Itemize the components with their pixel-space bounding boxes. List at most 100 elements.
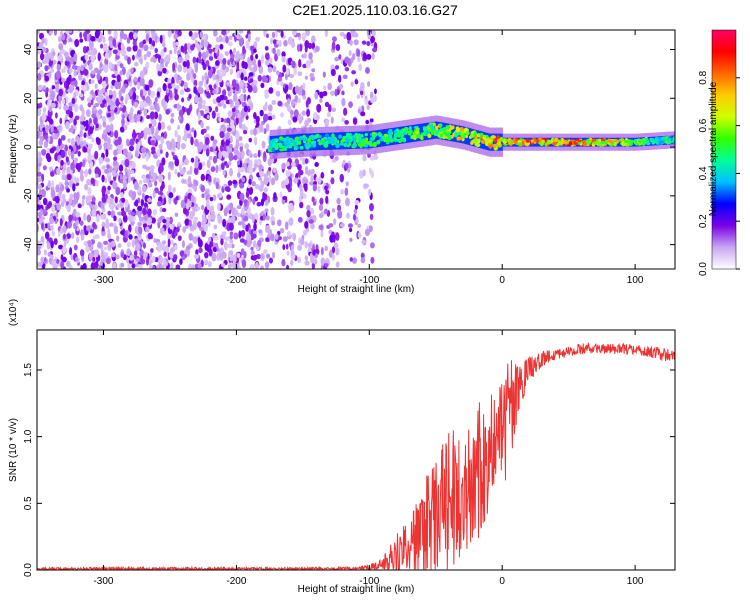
- spectrogram-noise-mark: [320, 264, 324, 269]
- spectrogram-noise-mark: [347, 223, 353, 228]
- spectrogram-noise-mark: [55, 262, 59, 268]
- spectrogram-noise-mark: [224, 241, 228, 249]
- spectrogram-noise-mark: [263, 176, 269, 186]
- spectrogram-noise-mark: [281, 55, 286, 63]
- spectrogram-noise-mark: [204, 242, 209, 251]
- spectrogram-noise-mark: [125, 138, 130, 147]
- spectrogram-signal-mark: [562, 139, 567, 144]
- spectrogram-signal-mark: [364, 132, 368, 137]
- spectrogram-noise-mark: [140, 132, 144, 138]
- spectrogram-noise-mark: [263, 249, 268, 255]
- spectrogram-noise-mark: [155, 135, 162, 141]
- spectrogram-signal-mark: [524, 141, 530, 147]
- spectrogram-noise-mark: [264, 52, 270, 60]
- spectrogram-noise-mark: [37, 183, 42, 191]
- spectrogram-noise-mark: [184, 53, 190, 60]
- spectrogram-noise-mark: [314, 91, 319, 100]
- spectrogram-noise-mark: [124, 111, 128, 118]
- spectrogram-signal-mark: [398, 138, 404, 143]
- spectrogram-noise-mark: [40, 216, 45, 221]
- spectrogram-noise-mark: [70, 232, 75, 239]
- spectrogram-noise-mark: [310, 207, 315, 215]
- spectrogram-noise-mark: [212, 89, 217, 95]
- spectrogram-noise-mark: [156, 63, 160, 72]
- spectrogram-noise-mark: [134, 199, 139, 207]
- spectrogram-noise-mark: [239, 238, 245, 243]
- spectrogram-noise-mark: [73, 244, 78, 251]
- spectrogram-noise-mark: [231, 107, 236, 113]
- spectrogram-noise-mark: [186, 72, 191, 81]
- spectrogram-noise-mark: [369, 213, 374, 221]
- spectrogram-noise-mark: [286, 98, 291, 105]
- spectrogram-noise-mark: [165, 108, 171, 115]
- spectrogram-noise-mark: [128, 214, 134, 222]
- spectrogram-noise-mark: [320, 246, 324, 256]
- spectrogram-noise-mark: [341, 117, 346, 122]
- spectrogram-noise-mark: [234, 149, 240, 155]
- spectrogram-noise-mark: [245, 224, 249, 232]
- spectrogram-noise-mark: [239, 182, 245, 189]
- spectrogram-noise-mark: [226, 86, 231, 92]
- spectrogram-signal-mark: [343, 143, 347, 148]
- spectrogram-signal-mark: [354, 132, 359, 137]
- spectrogram-marks: [37, 30, 675, 269]
- spectrogram-noise-mark: [130, 211, 136, 216]
- spectrogram-noise-mark: [92, 256, 96, 262]
- spectrogram-noise-mark: [97, 241, 102, 249]
- spectrogram-noise-mark: [243, 215, 249, 222]
- spectrogram-noise-mark: [239, 166, 245, 173]
- spectrogram-noise-mark: [122, 148, 128, 156]
- spectrogram-noise-mark: [334, 65, 340, 70]
- spectrogram-noise-mark: [208, 56, 214, 61]
- spectrogram-noise-mark: [370, 242, 375, 249]
- spectrogram-x-ticks: -300 -200 -100 0 100: [93, 30, 644, 286]
- spectrogram-noise-mark: [168, 192, 174, 199]
- spectrogram-noise-mark: [275, 70, 280, 76]
- spectrogram-noise-mark: [328, 229, 333, 235]
- spectrogram-noise-mark: [65, 156, 69, 163]
- spectrogram-signal-mark: [341, 137, 346, 142]
- spectrogram-noise-mark: [160, 49, 165, 58]
- spectrogram-noise-mark: [205, 60, 210, 67]
- spectrogram-noise-mark: [249, 264, 255, 269]
- spectrogram-noise-mark: [361, 40, 367, 45]
- spectrogram-noise-mark: [144, 30, 149, 35]
- spectrogram-noise-mark: [65, 56, 71, 62]
- spectrogram-noise-mark: [289, 73, 295, 78]
- spectrogram-noise-mark: [132, 54, 135, 61]
- spectrogram-noise-mark: [216, 252, 220, 262]
- spectrogram-noise-mark: [140, 146, 147, 154]
- spectrogram-noise-mark: [344, 162, 349, 170]
- spectrogram-noise-mark: [230, 243, 235, 249]
- spectrogram-signal-mark: [454, 133, 458, 138]
- spectrogram-noise-mark: [177, 64, 183, 73]
- spectrogram-noise-mark: [148, 181, 152, 188]
- spectrogram-noise-mark: [37, 249, 41, 256]
- spectrogram-noise-mark: [243, 129, 248, 135]
- spectrogram-noise-mark: [101, 165, 106, 170]
- spectrogram-noise-mark: [87, 102, 92, 108]
- spectrogram-noise-mark: [107, 124, 111, 133]
- spectrogram-noise-mark: [127, 168, 132, 176]
- spectrogram-signal-body: [618, 137, 621, 147]
- spectrogram-noise-mark: [318, 213, 324, 219]
- spectrogram-noise-mark: [58, 43, 64, 51]
- spectrogram-noise-mark: [236, 50, 240, 59]
- spectrogram-signal-mark: [340, 142, 344, 146]
- spectrogram-noise-mark: [205, 125, 210, 131]
- spectrogram-noise-mark: [162, 41, 166, 48]
- spectrogram-noise-mark: [286, 68, 290, 76]
- spectrogram-noise-mark: [65, 109, 71, 115]
- spectrogram-noise-mark: [156, 149, 161, 158]
- spectrogram-noise-mark: [250, 246, 254, 251]
- snr-y-multiplier: (x10⁴): [8, 299, 19, 326]
- spectrogram-noise-mark: [151, 146, 156, 152]
- spectrogram-noise-mark: [253, 212, 259, 222]
- spectrogram-noise-mark: [194, 64, 198, 73]
- spectrogram-noise-mark: [94, 204, 98, 210]
- spectrogram-noise-mark: [48, 71, 52, 79]
- spectrogram-noise-mark: [329, 234, 335, 243]
- spectrogram-noise-mark: [364, 98, 369, 106]
- spectrogram-noise-mark: [137, 81, 141, 90]
